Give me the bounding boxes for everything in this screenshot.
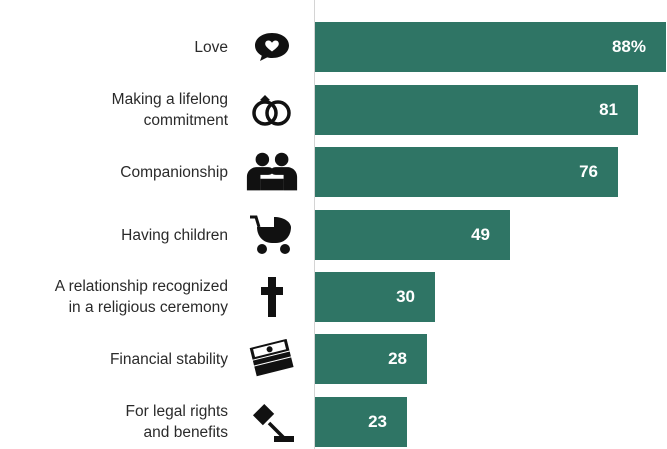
bar: 28 [315,334,427,384]
bar: 23 [315,397,407,447]
heart-speech-icon [244,22,300,72]
bar-value-label: 88% [611,37,646,56]
cross-icon [244,272,300,322]
wedding-rings-icon [244,85,300,135]
category-label: Having children [121,226,228,244]
couple-icon [244,147,300,197]
category-label: Financial stability [109,350,228,368]
category-label: Making a lifelong commitment [111,91,228,129]
category-label: Companionship [120,163,228,181]
money-stack-icon [244,334,300,384]
bar-value-label: 81 [599,100,618,119]
bar-row: Making a lifelong commitment 81 [0,85,667,135]
bar-value-label: 76 [579,162,598,181]
bar: 49 [315,210,510,260]
bar-value-label: 28 [388,349,407,368]
bar-row: A relationship recognized in a religious … [0,272,667,322]
bar-row: Having children 49 [0,210,667,260]
bar: 76 [315,147,618,197]
baby-stroller-icon [244,210,300,260]
gavel-icon [244,397,300,447]
bar-row: Companionship 76 [0,147,667,197]
category-label: A relationship recognized in a religious … [54,278,228,316]
bar: 88% [315,22,666,72]
bar-value-label: 30 [396,287,415,306]
bar-row: Love 88% [0,22,667,72]
bar-value-label: 49 [471,225,490,244]
bar: 81 [315,85,638,135]
bar-row: Financial stability 28 [0,334,667,384]
bar-value-label: 23 [368,412,387,431]
bar-row: For legal rights and benefits 23 [0,397,667,447]
category-label: Love [194,38,228,56]
bar: 30 [315,272,435,322]
category-label: For legal rights and benefits [125,403,228,441]
axis-line [314,0,315,449]
